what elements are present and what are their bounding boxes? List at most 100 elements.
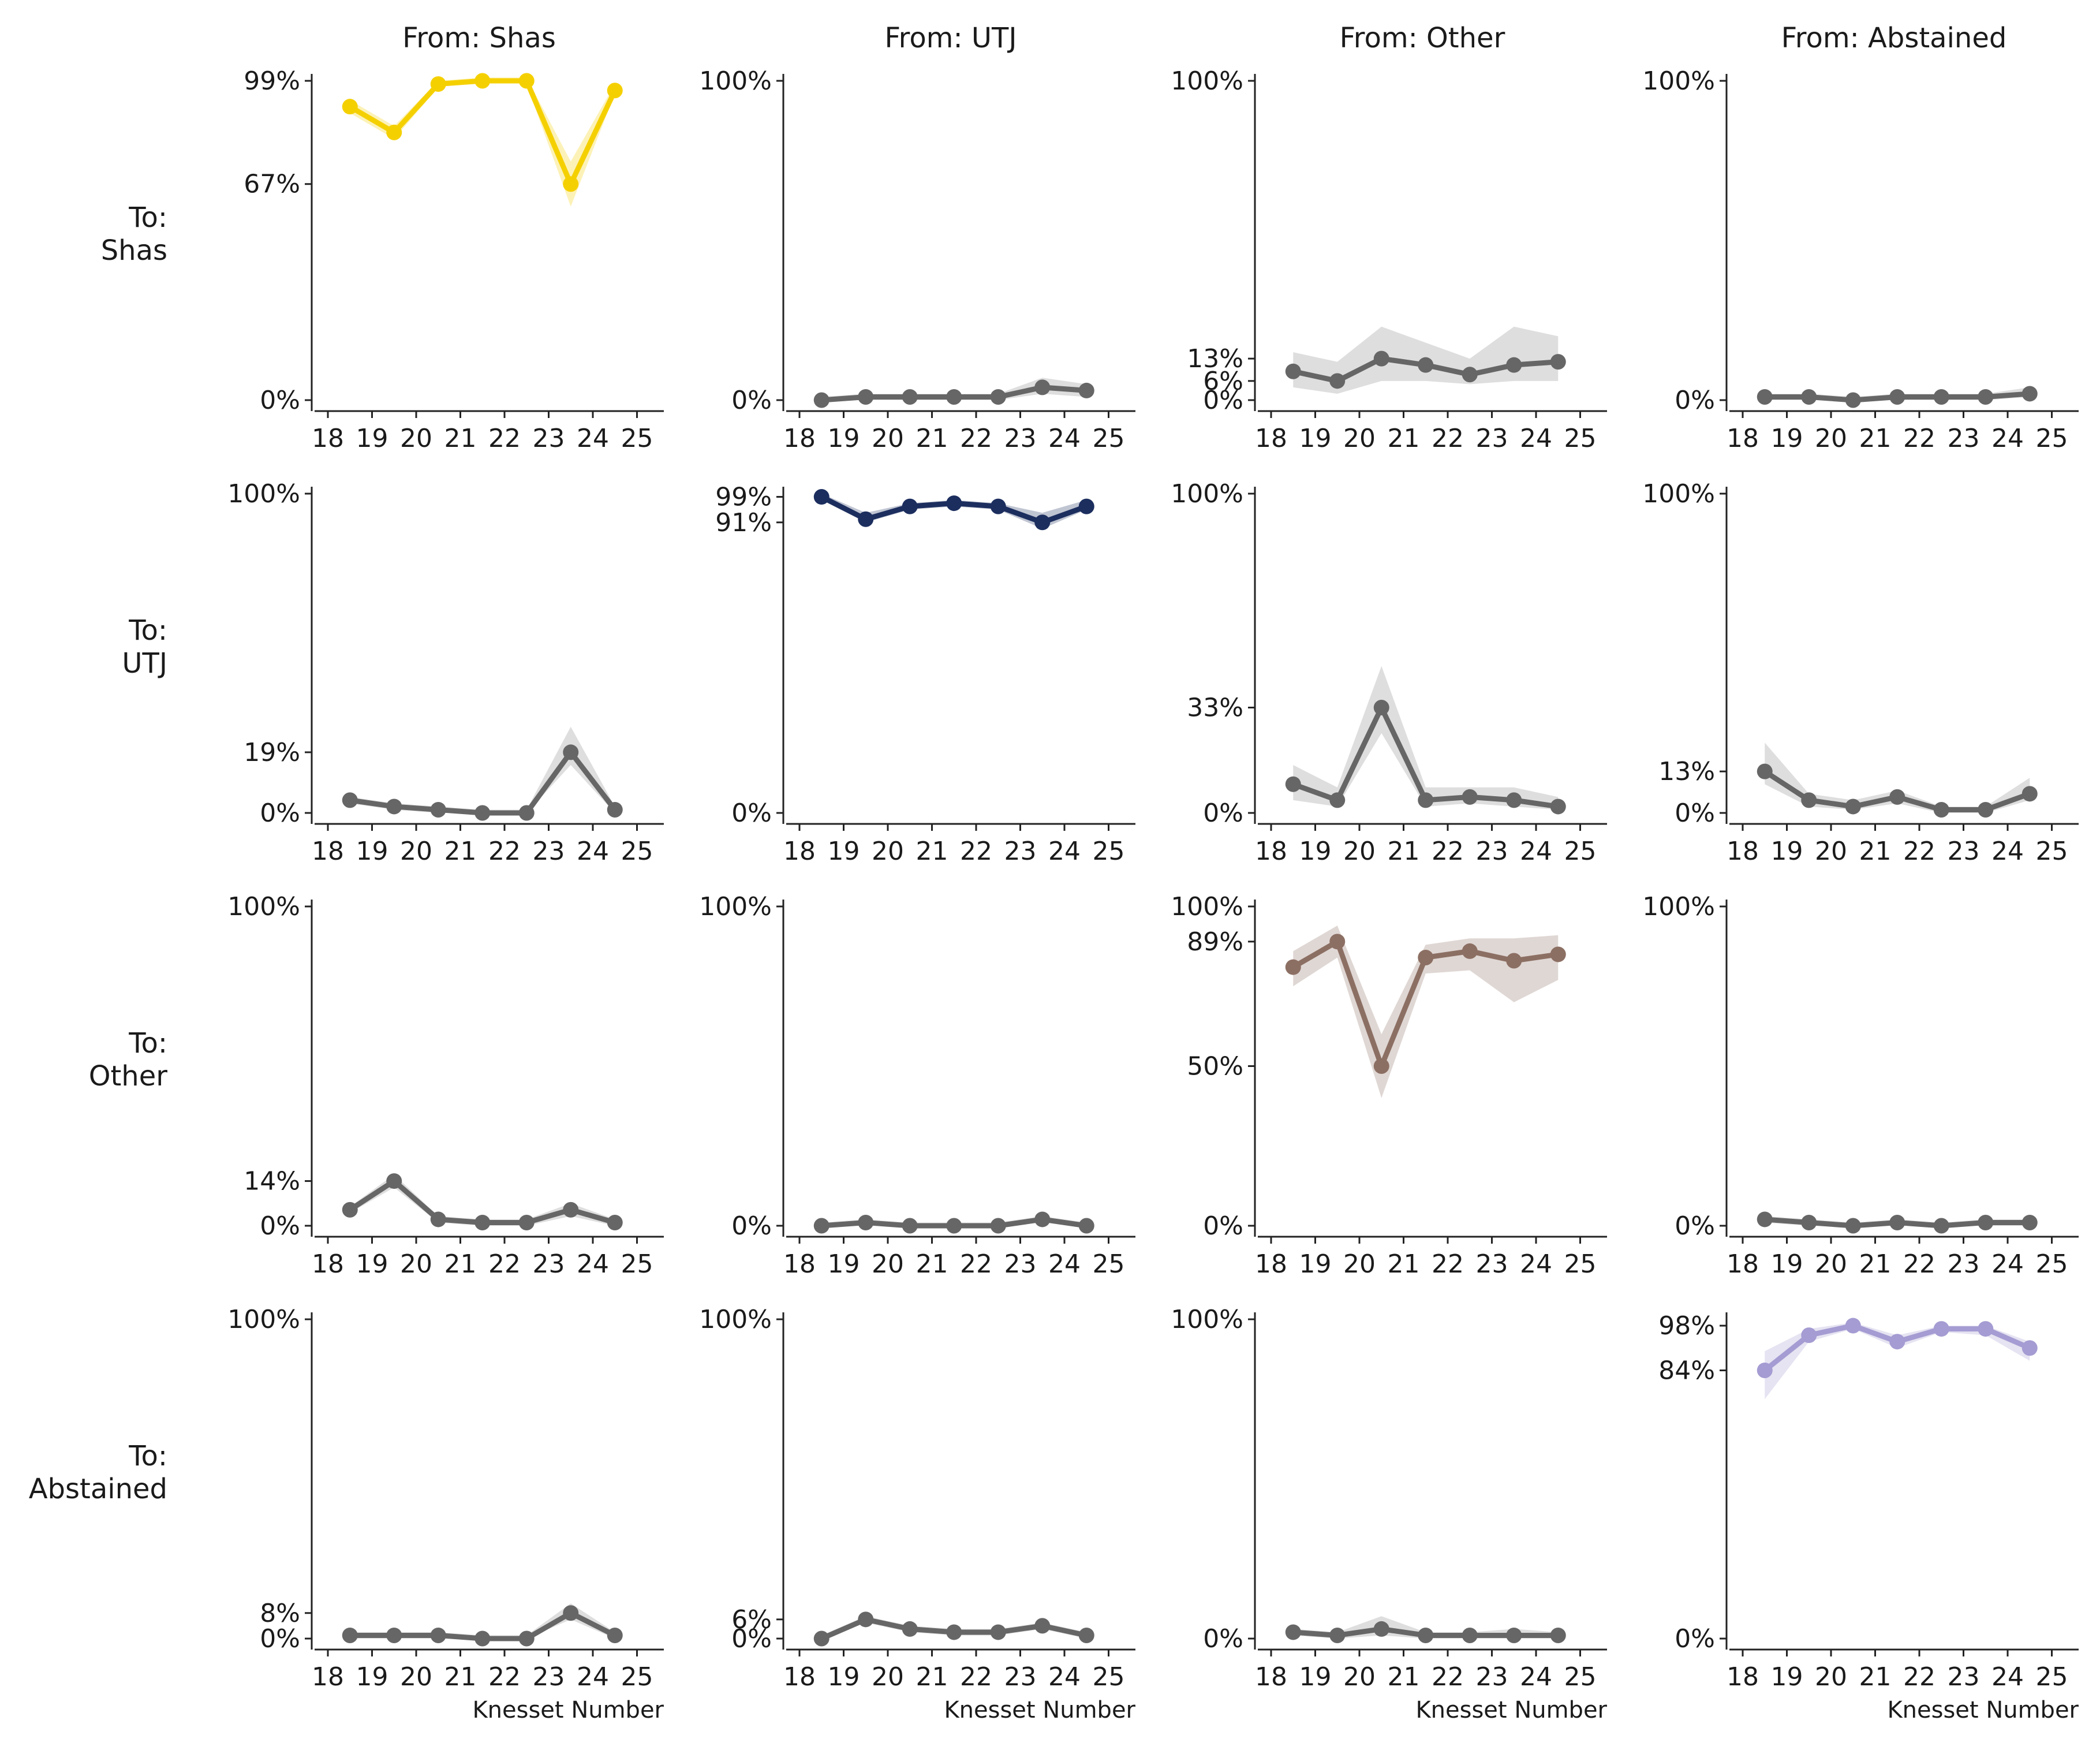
y-tick-label-99-: 99%	[715, 483, 772, 512]
data-point-4	[1418, 1627, 1434, 1643]
data-point-3	[1373, 350, 1389, 367]
data-point-5	[518, 1214, 535, 1230]
x-tick-label-18: 18	[783, 424, 816, 453]
y-tick-label-0-: 0%	[731, 1211, 772, 1241]
data-point-7	[2021, 386, 2038, 402]
data-point-4	[946, 1218, 962, 1234]
column-title-other: From: Other	[1340, 22, 1505, 54]
y-tick-label-84-: 84%	[1658, 1356, 1715, 1385]
data-point-6	[1978, 389, 1994, 405]
data-point-5	[1462, 943, 1478, 959]
x-tick-label-19: 19	[356, 424, 388, 453]
y-tick-label-0-: 0%	[1675, 798, 1715, 828]
data-point-4	[474, 1630, 491, 1647]
data-point-4	[474, 805, 491, 821]
x-tick-label-22: 22	[488, 424, 521, 453]
x-tick-label-25: 25	[2036, 424, 2068, 453]
data-point-6	[1506, 792, 1522, 808]
confidence-band	[350, 1174, 615, 1226]
x-tick-label-23: 23	[1948, 424, 1980, 453]
x-tick-label-23: 23	[1476, 1249, 1508, 1279]
data-point-4	[946, 389, 962, 405]
y-tick-label-8-: 8%	[260, 1599, 300, 1628]
data-point-4	[1418, 792, 1434, 808]
y-tick-label-67-: 67%	[244, 170, 300, 199]
x-tick-label-23: 23	[1476, 1662, 1508, 1692]
x-tick-label-23: 23	[1476, 837, 1508, 866]
y-tick-label-13-: 13%	[1658, 757, 1715, 786]
x-axis-label: Knesset Number	[472, 1697, 664, 1723]
x-tick-label-25: 25	[2036, 837, 2068, 866]
y-tick-label-91-: 91%	[715, 508, 772, 538]
x-tick-label-23: 23	[1948, 1662, 1980, 1692]
x-tick-label-23: 23	[533, 424, 565, 453]
data-point-4	[946, 1624, 962, 1640]
x-tick-label-20: 20	[1815, 1662, 1847, 1692]
x-tick-label-24: 24	[1520, 1662, 1552, 1692]
x-tick-label-20: 20	[1343, 1662, 1376, 1692]
x-tick-label-20: 20	[1815, 1249, 1847, 1279]
x-tick-label-19: 19	[356, 837, 388, 866]
y-tick-label-0-: 0%	[1203, 386, 1243, 415]
x-tick-label-25: 25	[2036, 1249, 2068, 1279]
data-point-1	[1757, 1211, 1773, 1227]
data-point-1	[813, 1218, 829, 1234]
x-tick-label-19: 19	[356, 1249, 388, 1279]
data-point-6	[1034, 1211, 1051, 1227]
x-tick-label-24: 24	[1048, 837, 1081, 866]
x-tick-label-21: 21	[1859, 1249, 1892, 1279]
x-tick-label-18: 18	[1727, 837, 1759, 866]
data-point-3	[902, 1218, 918, 1234]
y-tick-label-100-: 100%	[1642, 892, 1715, 921]
y-tick-label-100-: 100%	[1171, 892, 1243, 921]
panel-from-abstained-to-abstained: 0% 84% 98% 18 19 20 21 22 23 24 25 Knesset Number	[1658, 1311, 2079, 1723]
x-tick-label-25: 25	[1093, 1662, 1125, 1692]
x-tick-label-18: 18	[312, 837, 344, 866]
y-tick-label-100-: 100%	[699, 1305, 772, 1334]
x-tick-label-18: 18	[1255, 424, 1287, 453]
data-point-3	[1845, 1218, 1861, 1234]
data-point-1	[813, 489, 829, 505]
x-tick-label-24: 24	[1991, 837, 2024, 866]
data-point-5	[1933, 1321, 1949, 1337]
y-tick-label-100-: 100%	[227, 1305, 300, 1334]
data-point-1	[813, 1630, 829, 1647]
y-tick-label-0-: 0%	[260, 1211, 300, 1241]
y-tick-label-50-: 50%	[1187, 1052, 1243, 1081]
data-point-5	[1933, 801, 1949, 818]
x-tick-label-23: 23	[1004, 837, 1037, 866]
x-tick-label-21: 21	[1388, 1249, 1420, 1279]
data-point-3	[430, 1627, 446, 1643]
column-title-shas: From: Shas	[402, 22, 556, 54]
confidence-band	[350, 726, 615, 813]
row-title-other-line-0: To:	[128, 1027, 167, 1059]
x-tick-label-23: 23	[1948, 837, 1980, 866]
x-tick-label-25: 25	[621, 837, 653, 866]
data-point-7	[1078, 1627, 1094, 1643]
data-point-5	[990, 1624, 1006, 1640]
x-tick-label-22: 22	[960, 1662, 992, 1692]
x-tick-label-19: 19	[828, 1249, 860, 1279]
x-tick-label-22: 22	[960, 1249, 992, 1279]
row-title-shas-line-0: To:	[128, 202, 167, 234]
x-tick-label-25: 25	[1093, 1249, 1125, 1279]
panel-from-shas-to-utj: 0% 19% 100% 18 19 20 21 22 23 24 25	[227, 479, 664, 866]
x-tick-label-25: 25	[1093, 424, 1125, 453]
y-tick-label-0-: 0%	[731, 798, 772, 828]
x-tick-label-23: 23	[533, 1249, 565, 1279]
data-point-1	[342, 99, 358, 115]
x-tick-label-19: 19	[1771, 1662, 1803, 1692]
x-tick-label-25: 25	[621, 424, 653, 453]
panel-from-other-to-utj: 0% 33% 100% 18 19 20 21 22 23 24 25	[1171, 479, 1607, 866]
x-tick-label-21: 21	[916, 1249, 948, 1279]
row-title-utj-line-0: To:	[128, 614, 167, 647]
panel-from-other-to-abstained: 0% 100% 18 19 20 21 22 23 24 25 Knesset Number	[1171, 1305, 1607, 1723]
data-point-2	[386, 124, 402, 140]
data-point-2	[858, 511, 874, 527]
y-tick-label-14-: 14%	[244, 1167, 300, 1196]
x-tick-label-22: 22	[1432, 837, 1464, 866]
x-tick-label-21: 21	[444, 837, 477, 866]
x-tick-label-23: 23	[533, 837, 565, 866]
x-tick-label-21: 21	[1859, 837, 1892, 866]
